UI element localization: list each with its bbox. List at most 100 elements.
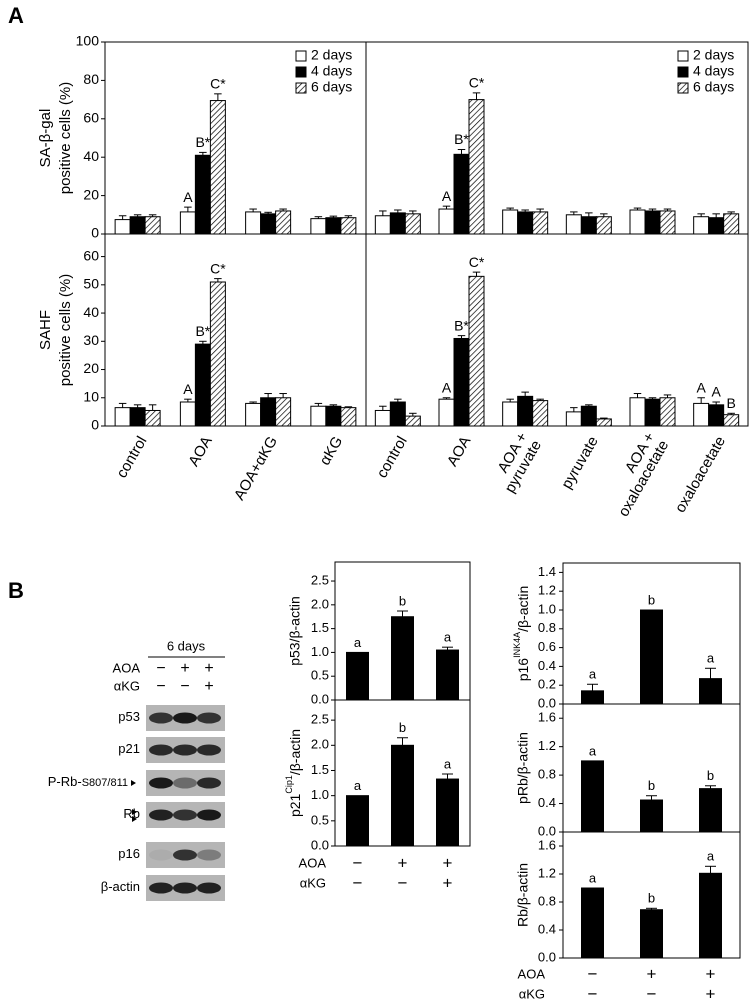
- treatment-sign: +: [647, 964, 657, 983]
- legend-label: 2 days: [693, 47, 734, 63]
- bar: [532, 400, 549, 427]
- annotation: a: [444, 630, 452, 645]
- y-tick-label: 40: [83, 148, 99, 164]
- bar: [438, 398, 455, 427]
- y-tick-label: 2.5: [311, 712, 329, 727]
- bar: [659, 210, 676, 235]
- blot-band: [149, 744, 173, 756]
- treatment-sign: +: [204, 660, 213, 677]
- y-tick-label: 30: [83, 332, 99, 348]
- treatment-sign: +: [706, 964, 716, 983]
- blot-label-main: Rb: [123, 806, 140, 821]
- bar: [581, 760, 604, 833]
- blot-label-main: p53: [118, 709, 140, 724]
- treatment-sign: +: [180, 660, 189, 677]
- y-tick-label: 100: [76, 33, 100, 49]
- y-tick-label: 50: [83, 276, 99, 292]
- legend-label: 4 days: [311, 63, 352, 79]
- bar: [629, 397, 646, 427]
- annotation: a: [589, 743, 597, 758]
- bar: [580, 216, 597, 235]
- bar: [310, 405, 327, 427]
- y-tick-label: 0.2: [538, 677, 556, 692]
- treatment-label: AOA: [299, 855, 327, 870]
- panel-label: A: [8, 3, 24, 28]
- x-tick-label: AOA: [185, 433, 216, 469]
- bar: [144, 216, 161, 235]
- bar: [502, 401, 519, 427]
- y-tick-label: 0.8: [538, 893, 556, 908]
- x-tick-label: control: [373, 433, 410, 480]
- blot-band: [149, 712, 173, 724]
- y-axis-label: SA-β-gal: [37, 109, 54, 168]
- bar: [325, 217, 342, 235]
- y-tick-label: 0.5: [311, 812, 329, 827]
- y-axis-label: SAHF: [37, 310, 54, 350]
- y-axis-label-main: p16: [515, 658, 531, 682]
- bar: [179, 401, 196, 427]
- legend-swatch: [295, 66, 307, 78]
- y-axis-label-main: p21: [287, 793, 303, 817]
- blot-band: [197, 809, 221, 821]
- treatment-label: αKG: [519, 986, 545, 1001]
- treatment-sign: +: [443, 873, 453, 892]
- legend-label: 2 days: [311, 47, 352, 63]
- x-tick-label: control: [113, 433, 150, 480]
- y-tick-label: 60: [83, 110, 99, 126]
- bar: [699, 872, 722, 959]
- x-tick-label: αKG: [316, 433, 346, 468]
- annotation: a: [354, 778, 362, 793]
- blot-band: [173, 849, 197, 861]
- annotation: A: [696, 379, 706, 395]
- annotation: B*: [195, 323, 210, 339]
- bar: [260, 213, 277, 235]
- bar: [194, 343, 211, 427]
- treatment-sign: −: [353, 873, 363, 892]
- annotation: b: [399, 720, 406, 735]
- y-tick-label: 1.6: [538, 710, 556, 725]
- bar: [325, 405, 342, 427]
- bar: [275, 210, 292, 235]
- annotation: a: [589, 667, 597, 682]
- band-arrow: [131, 780, 136, 786]
- bar: [723, 213, 740, 235]
- bar: [502, 209, 519, 235]
- bar: [595, 216, 612, 235]
- annotation: B*: [454, 131, 469, 147]
- bar: [532, 211, 549, 235]
- annotation: a: [444, 756, 452, 771]
- annotation: B*: [454, 317, 469, 333]
- y-axis-label-sup: INK4A: [512, 632, 522, 658]
- treatment-sign: −: [588, 964, 598, 983]
- bar: [209, 100, 226, 235]
- blot-label-main: p16: [118, 846, 140, 861]
- x-tick-label: AOA+αKG: [231, 433, 281, 503]
- treatment-label: AOA: [518, 966, 546, 981]
- blot-band: [173, 712, 197, 724]
- annotation: A: [183, 189, 193, 205]
- bar: [436, 649, 459, 701]
- bar: [340, 217, 357, 235]
- blot-band: [197, 882, 221, 894]
- bar: [468, 99, 485, 235]
- treatment-sign: −: [180, 678, 189, 695]
- bar: [209, 281, 226, 427]
- bar: [517, 395, 534, 427]
- blot-label: p21: [118, 741, 140, 756]
- blot-band: [197, 849, 221, 861]
- blot-title: 6 days: [167, 638, 206, 653]
- bar: [129, 216, 146, 235]
- bar: [260, 397, 277, 427]
- y-tick-label: 0.0: [311, 837, 329, 852]
- bar: [708, 404, 725, 427]
- bar: [453, 153, 470, 235]
- blot-band: [149, 809, 173, 821]
- blot-band: [197, 744, 221, 756]
- blot-band: [173, 882, 197, 894]
- y-tick-label: 0.8: [538, 620, 556, 635]
- bar: [374, 215, 391, 235]
- y-tick-label: 60: [83, 247, 99, 263]
- y-tick-label: 20: [83, 186, 99, 202]
- bar: [581, 887, 604, 959]
